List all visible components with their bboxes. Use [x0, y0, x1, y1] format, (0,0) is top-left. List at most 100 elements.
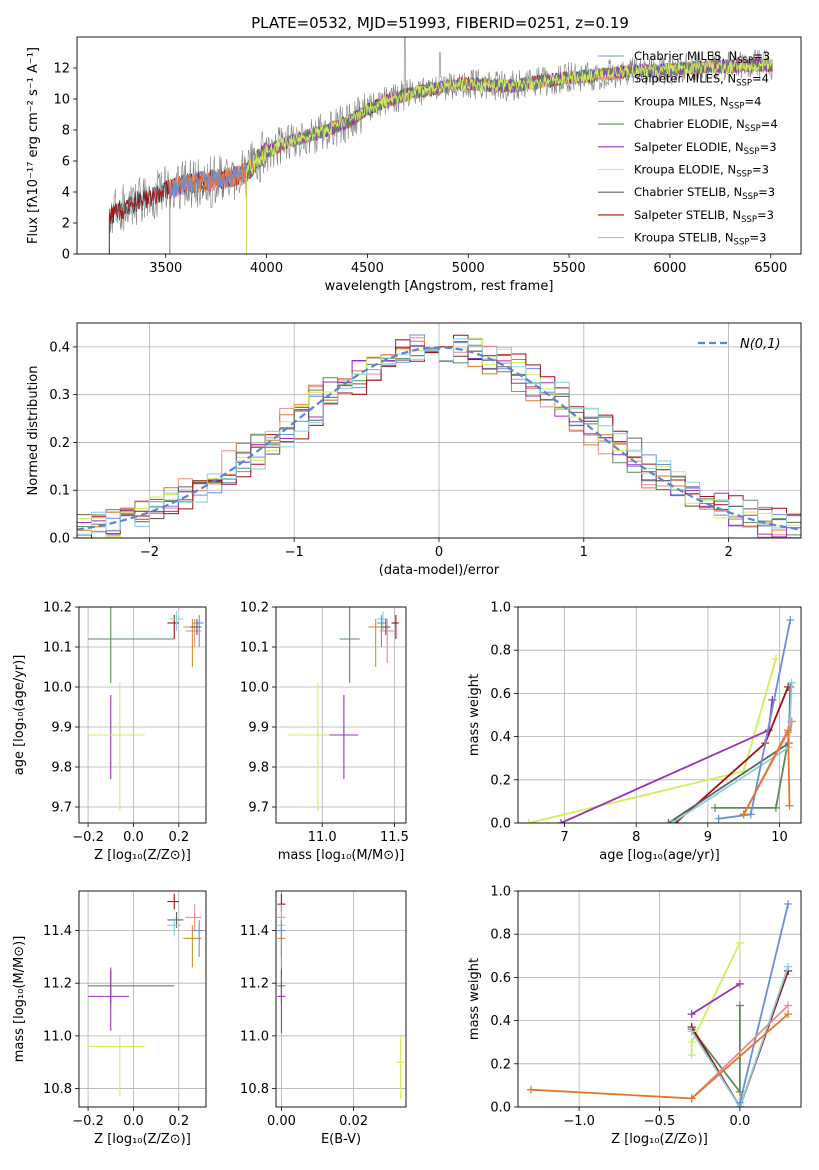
weight-marker: [735, 938, 744, 947]
plot-area: [88, 607, 204, 811]
weight-marker: [784, 899, 793, 908]
panel-z-age: −0.2 0.0 0.2 9.7 9.8 9.9 10.0 10.1 10.2 Z [log₁₀(…: [12, 601, 207, 863]
weight-marker: [711, 803, 720, 812]
weight-marker: [735, 1001, 744, 1010]
weight-marker: [784, 1001, 793, 1010]
y-tick-label: 4: [62, 186, 70, 201]
legend-label: Chabrier ELODIE, NSSP=4: [634, 117, 778, 134]
legend-nssp: =4: [744, 94, 761, 108]
weight-marker: [785, 801, 794, 810]
plot-area: [88, 893, 204, 1097]
x-tick-label: 1: [580, 545, 588, 560]
legend-label: Chabrier MILES, NSSP=3: [634, 49, 770, 66]
legend-nssp: =3: [753, 49, 770, 63]
panel-ebv-mass: 0.00 0.02 10.8 11.0 11.2 11.4 E(B-V): [240, 890, 407, 1147]
x-tick-label: 11.0: [308, 830, 337, 845]
y-tick-label: 0.4: [490, 730, 511, 745]
weight-marker: [687, 1010, 696, 1019]
weight-marker: [687, 1094, 696, 1103]
weight-marker: [687, 1038, 696, 1047]
y-tick-label: 9.7: [51, 801, 72, 816]
axes-frame: [78, 890, 207, 1108]
x-tick-label: −0.2: [72, 1114, 104, 1129]
x-tick-label: 5500: [553, 261, 586, 276]
y-tick-label: 9.9: [248, 721, 269, 736]
legend-label: Chabrier STELIB, NSSP=3: [634, 185, 775, 202]
weight-marker: [746, 810, 755, 819]
y-tick-label: 6: [62, 155, 70, 170]
y-tick-label: 8: [62, 124, 70, 139]
normal-distribution-curve: [77, 346, 801, 531]
x-tick-label: 3500: [149, 261, 182, 276]
weight-marker: [556, 819, 565, 823]
legend-subscript: SSP: [741, 215, 757, 225]
y-axis-label: mass weight: [467, 674, 482, 756]
weight-marker: [664, 819, 673, 823]
legend-subscript: SSP: [737, 56, 753, 66]
legend-subscript: SSP: [742, 192, 758, 202]
plot-area: [108, 37, 773, 254]
weight-marker: [786, 682, 795, 691]
y-axis-label: Normed distribution: [26, 366, 41, 496]
legend-nssp: =3: [752, 163, 769, 177]
x-tick-label: 0: [435, 545, 443, 560]
plot-area: [277, 893, 405, 1100]
x-tick-label: 0.0: [730, 1114, 751, 1129]
y-axis-label: mass weight: [467, 958, 482, 1040]
legend-subscript: SSP: [729, 101, 745, 111]
x-tick-label: −1.0: [563, 1114, 595, 1129]
axes-frame: [275, 890, 407, 1108]
x-tick-label: 9: [704, 830, 712, 845]
x-tick-label: 0.02: [339, 1114, 368, 1129]
y-axis-label: Flux [fλ10⁻¹⁷ erg cm⁻² s⁻¹ A⁻¹]: [26, 47, 41, 244]
axes-frame: [275, 606, 407, 824]
x-tick-label: 10: [771, 830, 788, 845]
x-tick-label: −2: [140, 545, 159, 560]
y-axis-label: mass [log₁₀(M/M⊙)]: [12, 936, 27, 1063]
weight-marker: [784, 962, 793, 971]
x-tick-label: −0.2: [72, 830, 104, 845]
x-axis-label: age [log₁₀(age/yr)]: [599, 848, 720, 863]
y-tick-label: 0.3: [49, 388, 70, 403]
legend-nssp: =3: [749, 231, 766, 245]
legend-label: Salpeter MILES, NSSP=4: [634, 72, 769, 89]
weight-marker: [687, 1027, 696, 1036]
y-tick-label: 0.2: [49, 436, 70, 451]
weight-marker: [784, 726, 793, 735]
x-axis-label: E(B-V): [321, 1132, 361, 1147]
panel-spectrum: 3500 4000 4500 5000 5500 6000 6500 0 2 4 6 8 10 12 wav…: [26, 36, 802, 294]
weight-marker: [784, 1010, 793, 1019]
weight-marker: [768, 695, 777, 704]
legend-nssp: =3: [760, 140, 777, 154]
weight-marker: [771, 803, 780, 812]
weight-marker: [524, 819, 533, 823]
weight-marker: [739, 810, 748, 819]
y-tick-label: 10.2: [43, 601, 72, 616]
legend-label: Salpeter STELIB, NSSP=3: [634, 208, 774, 225]
panel-z-mass: −0.2 0.0 0.2 10.8 11.0 11.2 11.4 Z [log₁₀(Z/Z⊙)…: [12, 890, 207, 1147]
x-tick-label: 6500: [754, 261, 787, 276]
weight-marker: [787, 678, 796, 687]
y-tick-label: 11.4: [43, 924, 72, 939]
legend-nssp: =4: [752, 72, 769, 86]
y-tick-label: 10.0: [240, 681, 269, 696]
x-tick-label: 0.2: [168, 830, 189, 845]
legend-subscript: SSP: [736, 79, 752, 89]
y-tick-label: 10.8: [240, 1082, 269, 1097]
weight-marker: [786, 615, 795, 624]
weight-line: [691, 983, 741, 1015]
x-tick-label: 7: [560, 830, 568, 845]
legend-subscript: SSP: [734, 238, 750, 248]
legend-subscript: SSP: [744, 147, 760, 157]
y-tick-label: 10.2: [240, 601, 269, 616]
y-tick-label: 0.8: [490, 928, 511, 943]
legend-label: Salpeter ELODIE, NSSP=3: [634, 140, 777, 157]
x-axis-label: Z [log₁₀(Z/Z⊙)]: [611, 1132, 708, 1147]
x-tick-label: 0.0: [123, 1114, 144, 1129]
panel-z-weight: −1.0 −0.5 0.0 0.0 0.2 0.4 0.6 0.8 1.0 Z [log₁₀(Z/…: [467, 885, 802, 1147]
x-axis-label: mass [log₁₀(M/M⊙)]: [278, 848, 405, 863]
weight-line: [690, 1005, 741, 1095]
axes-frame: [517, 890, 802, 1108]
y-tick-label: 1.0: [490, 601, 511, 616]
axes-frame: [517, 606, 802, 824]
